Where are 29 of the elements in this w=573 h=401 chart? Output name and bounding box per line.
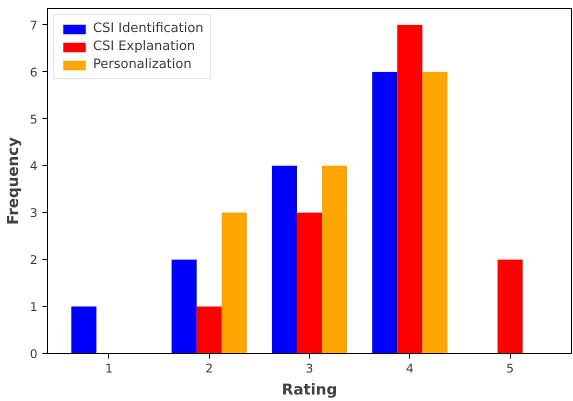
x-tick-label: 2 <box>205 362 214 376</box>
bar <box>372 72 398 354</box>
bar <box>272 166 297 354</box>
bar <box>196 306 222 354</box>
y-tick-label: 7 <box>30 18 38 32</box>
x-axis-title: Rating <box>282 380 338 398</box>
bar <box>322 166 348 354</box>
bar <box>296 212 322 354</box>
bar <box>498 260 523 354</box>
bar <box>222 212 247 354</box>
bar <box>172 260 197 354</box>
bar <box>71 306 96 354</box>
y-tick-label: 4 <box>30 159 38 174</box>
y-tick-label: 5 <box>30 112 38 126</box>
x-tick-label: 4 <box>406 362 414 376</box>
legend-label: CSI Explanation <box>93 39 196 54</box>
y-tick-label: 1 <box>30 300 38 314</box>
y-tick-label: 6 <box>30 65 38 80</box>
x-tick-label: 3 <box>306 362 314 376</box>
y-axis-title: Frequency <box>4 136 22 225</box>
bar <box>397 24 422 354</box>
y-tick-label: 0 <box>30 347 38 361</box>
legend-label: CSI Identification <box>93 21 204 36</box>
legend-label: Personalization <box>93 57 192 72</box>
y-tick-label: 3 <box>30 206 38 220</box>
bar <box>422 72 448 354</box>
x-tick-label: 1 <box>105 362 113 376</box>
x-tick-label: 5 <box>506 362 514 376</box>
y-tick-label: 2 <box>30 253 38 268</box>
